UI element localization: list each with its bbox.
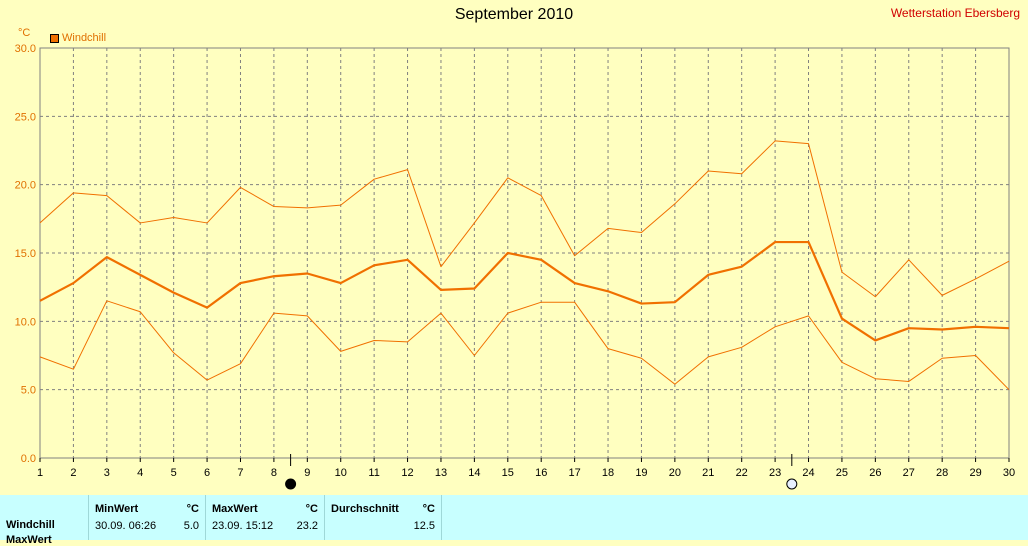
legend: Windchill	[50, 32, 106, 44]
avg-column: Durchschnitt °C 12.5	[324, 495, 442, 540]
x-tick-label: 18	[602, 467, 614, 479]
x-tick-label: 23	[769, 467, 781, 479]
min-value: 5.0	[183, 520, 199, 532]
y-tick-label: 20.0	[15, 180, 36, 192]
avg-value: 12.5	[413, 520, 435, 532]
y-tick-label: 5.0	[21, 385, 36, 397]
x-tick-label: 2	[70, 467, 76, 479]
x-tick-label: 12	[401, 467, 413, 479]
full-moon-icon	[786, 478, 798, 490]
x-tick-label: 9	[304, 467, 310, 479]
x-tick-label: 13	[435, 467, 447, 479]
avg-header: Durchschnitt	[331, 503, 399, 515]
y-tick-label: 30.0	[15, 43, 36, 55]
station-name: Wetterstation Ebersberg	[890, 6, 1020, 20]
x-tick-label: 22	[736, 467, 748, 479]
x-tick-label: 29	[969, 467, 981, 479]
x-tick-label: 1	[37, 467, 43, 479]
series-line-minimum	[39, 300, 1010, 391]
x-tick-label: 20	[669, 467, 681, 479]
chart-title: September 2010	[454, 6, 574, 23]
y-tick-label: 10.0	[15, 316, 36, 328]
x-tick-label: 27	[903, 467, 915, 479]
min-time: 30.09. 06:26	[95, 520, 157, 532]
x-tick-label: 11	[368, 467, 379, 479]
chart-area: 0.05.010.015.020.025.030.01 2 3 4 5 6 7 8 9 10 11 1…	[15, 43, 1015, 490]
x-tick-label: 15	[502, 467, 514, 479]
x-tick-label: 3	[104, 467, 110, 479]
x-tick-label: 26	[869, 467, 881, 479]
x-tick-label: 8	[271, 467, 277, 479]
legend-label: Windchill	[62, 32, 107, 44]
new-moon-icon	[285, 478, 297, 490]
y-tick-label: 0.0	[21, 453, 36, 465]
stats-row2-label: MaxWert	[6, 534, 52, 546]
series-line-maximum	[39, 140, 1010, 298]
max-header: MaxWert	[212, 503, 258, 515]
x-tick-label: 28	[936, 467, 948, 479]
x-tick-label: 6	[204, 467, 210, 479]
stats-row-label: Windchill	[6, 519, 55, 531]
avg-unit: °C	[422, 503, 435, 515]
x-tick-label: 24	[802, 467, 814, 479]
x-tick-label: 19	[635, 467, 647, 479]
x-tick-label: 16	[535, 467, 547, 479]
series-line-average	[39, 240, 1010, 342]
x-tick-label: 14	[468, 467, 480, 479]
y-axis-unit: °C	[18, 27, 31, 39]
x-tick-label: 4	[137, 467, 143, 479]
max-column: MaxWert °C 23.09. 15:12 23.2	[205, 495, 324, 540]
max-time: 23.09. 15:12	[212, 520, 274, 532]
x-tick-label: 30	[1003, 467, 1015, 479]
max-unit: °C	[305, 503, 318, 515]
min-unit: °C	[186, 503, 199, 515]
min-header: MinWert	[95, 503, 139, 515]
x-tick-label: 17	[568, 467, 580, 479]
x-tick-label: 21	[702, 467, 714, 479]
x-tick-label: 5	[171, 467, 177, 479]
min-column: MinWert °C 30.09. 06:26 5.0	[88, 495, 205, 540]
stats-panel: Windchill MaxWert MinWert °C 30.09. 06:2…	[0, 495, 1028, 546]
legend-swatch	[50, 33, 59, 43]
x-tick-label: 25	[836, 467, 848, 479]
y-tick-label: 25.0	[15, 111, 36, 123]
max-value: 23.2	[296, 520, 318, 532]
x-tick-label: 10	[335, 467, 347, 479]
x-tick-label: 7	[237, 467, 243, 479]
y-tick-label: 15.0	[15, 248, 36, 260]
